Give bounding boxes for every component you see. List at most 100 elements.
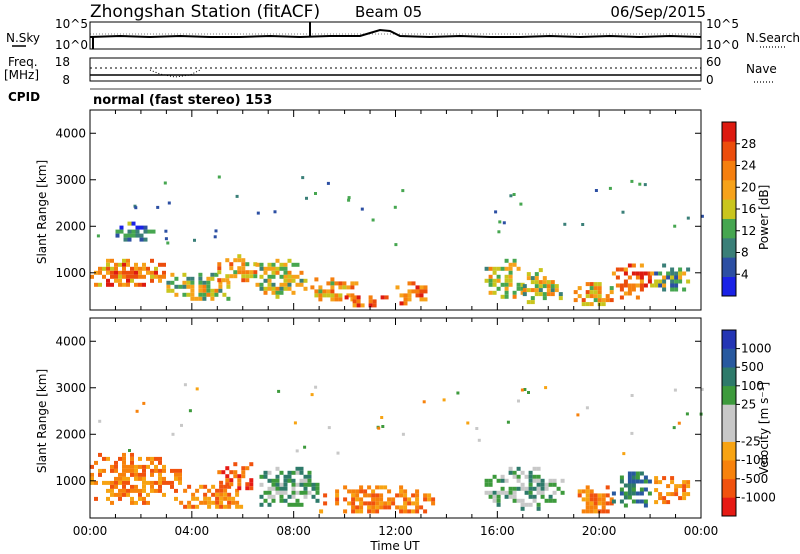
echo-cell [118, 496, 122, 501]
echo-cell [605, 501, 610, 506]
echo-cell [678, 279, 683, 284]
echo-cell [225, 478, 230, 483]
echo-cell [536, 466, 541, 471]
echo-cell [654, 476, 659, 481]
echo-cell [363, 501, 368, 506]
echo-cell [291, 470, 296, 475]
echo-cell [619, 479, 624, 484]
echo-cell [211, 492, 216, 497]
echo-cell [275, 270, 280, 275]
echo-cell [411, 509, 416, 514]
echo-cell [146, 500, 150, 505]
echo-cell [158, 262, 162, 267]
freq-label: Freq. [8, 55, 38, 69]
noise-left-tick: 10^5 [55, 17, 88, 31]
echo-cell [643, 283, 648, 288]
echo-cell [219, 484, 224, 489]
echo-cell [271, 478, 276, 483]
echo-cell [178, 284, 183, 289]
echo-cell [530, 280, 535, 285]
echo-cell [427, 493, 432, 498]
echo-cell [609, 290, 614, 295]
echo-cell [500, 486, 505, 491]
x-tick-label: 20:00 [582, 524, 617, 538]
echo-cell [206, 280, 211, 285]
echo-cell [202, 284, 207, 289]
echo-cell [484, 490, 489, 495]
echo-cell [351, 493, 356, 498]
echo-cell [538, 280, 543, 285]
echo-cell [342, 285, 347, 290]
echo-cell [198, 272, 203, 277]
echo-cell [293, 421, 297, 425]
echo-cell [122, 258, 126, 263]
echo-cell [666, 271, 671, 276]
echo-cell [399, 489, 404, 494]
echo-cell [379, 493, 384, 498]
echo-cell [682, 480, 687, 485]
echo-cell [560, 478, 565, 483]
echo-cell [106, 278, 110, 283]
echo-cell [170, 468, 174, 473]
echo-cell [351, 509, 356, 514]
echo-cell [431, 497, 436, 502]
echo-cell [399, 301, 404, 306]
echo-cell [488, 482, 493, 487]
echo-cell [179, 500, 184, 505]
echo-cell [371, 218, 375, 222]
echo-cell [532, 494, 537, 499]
echo-cell [279, 266, 284, 271]
echo-cell [277, 389, 281, 393]
echo-cell [122, 484, 126, 489]
echo-cell [122, 266, 126, 271]
echo-cell [415, 289, 420, 294]
echo-cell [643, 271, 648, 276]
echo-cell [134, 266, 138, 271]
echo-cell [647, 479, 652, 484]
echo-cell [198, 280, 203, 285]
echo-cell [299, 270, 304, 275]
echo-cell [534, 284, 539, 289]
echo-cell [271, 266, 276, 271]
echo-cell [407, 293, 412, 298]
echo-cell [223, 488, 228, 493]
echo-cell [415, 293, 420, 298]
echo-cell [275, 294, 280, 299]
echo-cell [283, 490, 288, 495]
echo-cell [235, 504, 240, 509]
echo-cell [342, 281, 347, 286]
echo-cell [130, 274, 134, 279]
echo-cell [550, 288, 555, 293]
echo-cell [318, 289, 323, 294]
echo-cell [225, 274, 230, 279]
echo-cell [210, 276, 215, 281]
echo-cell [122, 456, 126, 461]
echo-cell [536, 506, 541, 511]
echo-cell [182, 292, 187, 297]
echo-cell [311, 486, 316, 491]
echo-cell [130, 278, 134, 283]
echo-cell [267, 282, 272, 287]
echo-cell [303, 445, 307, 449]
echo-cell [371, 493, 376, 498]
echo-cell [315, 490, 320, 495]
mhz-label: [MHz] [4, 68, 39, 82]
echo-cell [403, 493, 408, 498]
echo-cell [259, 286, 264, 291]
echo-cell [658, 480, 663, 485]
echo-cell [548, 482, 553, 487]
echo-cell [623, 503, 628, 508]
echo-cell [542, 280, 547, 285]
echo-cell [658, 496, 663, 501]
echo-cell [142, 496, 146, 501]
echo-cell [326, 289, 331, 294]
echo-cell [229, 266, 234, 271]
echo-cell [233, 274, 238, 279]
echo-cell [183, 383, 187, 387]
colorbar-swatch [722, 199, 736, 219]
echo-cell [102, 468, 106, 473]
colorbar-swatch [722, 218, 736, 239]
echo-cell [658, 279, 663, 284]
echo-cell [597, 501, 602, 506]
echo-cell [611, 271, 616, 276]
